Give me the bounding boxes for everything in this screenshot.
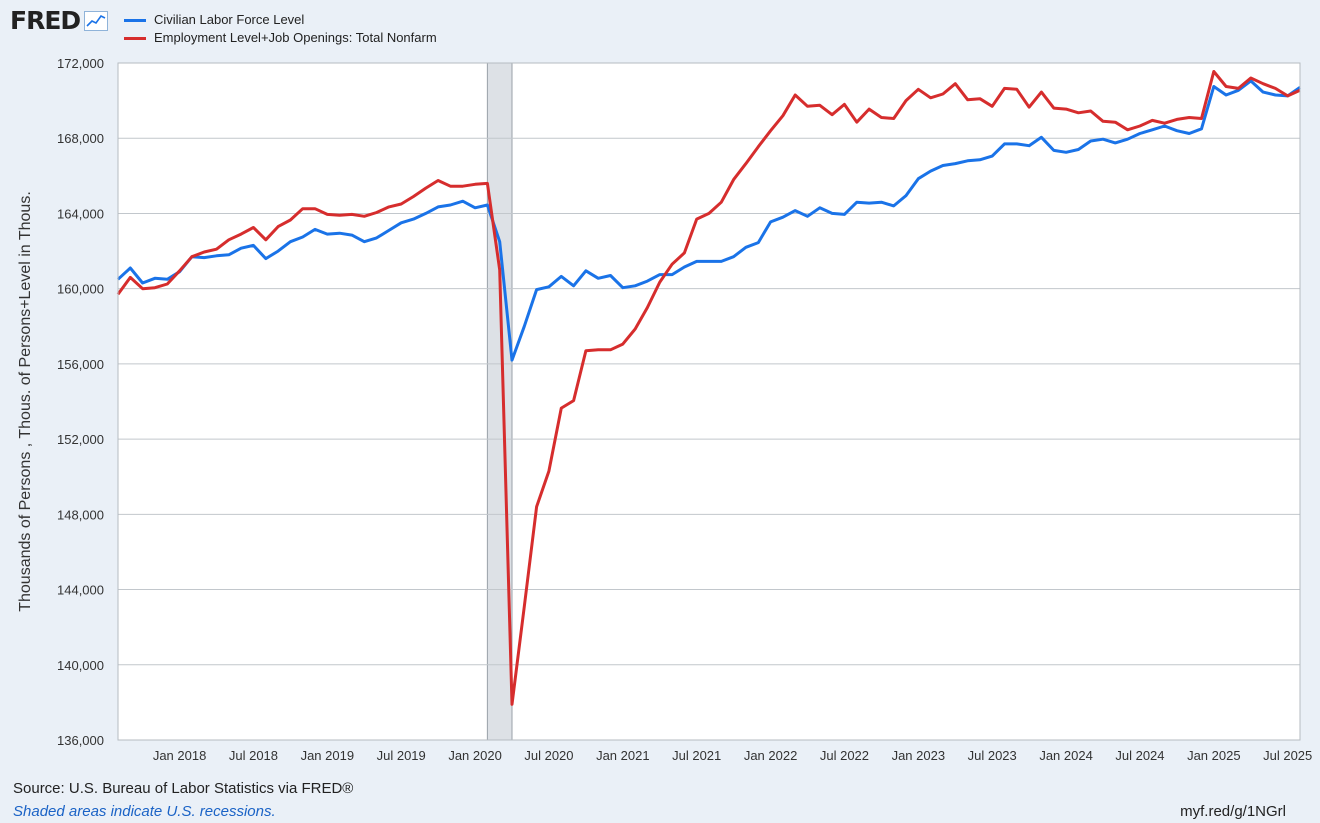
y-tick-label: 140,000 [57,658,104,673]
y-tick-label: 152,000 [57,432,104,447]
x-tick-label: Jul 2024 [1115,748,1164,763]
x-tick-label: Jan 2020 [448,748,502,763]
x-tick-label: Jan 2024 [1039,748,1093,763]
logo-text: FRED [10,6,81,35]
x-tick-label: Jan 2018 [153,748,207,763]
x-tick-label: Jan 2025 [1187,748,1241,763]
short-link[interactable]: myf.red/g/1NGrl [1180,803,1286,820]
plot-area [118,63,1300,740]
legend-label-labor-force: Civilian Labor Force Level [154,12,305,27]
legend-item-labor-force: Civilian Labor Force Level [124,11,437,29]
y-tick-label: 168,000 [57,131,104,146]
x-tick-label: Jul 2025 [1263,748,1312,763]
x-tick-label: Jan 2022 [744,748,798,763]
line-chart-icon [84,10,109,31]
series-line-employment [116,70,1301,706]
legend-swatch-blue [124,18,146,22]
y-tick-label: 164,000 [57,206,104,221]
x-tick-label: Jul 2021 [672,748,721,763]
x-tick-label: Jul 2018 [229,748,278,763]
x-tick-label: Jan 2021 [596,748,650,763]
x-tick-label: Jan 2019 [301,748,355,763]
x-tick-label: Jul 2020 [524,748,573,763]
y-tick-label: 156,000 [57,357,104,372]
legend-label-employment: Employment Level+Job Openings: Total Non… [154,30,437,45]
x-tick-label: Jan 2023 [892,748,946,763]
fred-logo[interactable]: FRED [10,6,109,35]
y-tick-label: 136,000 [57,733,104,748]
legend-swatch-red [124,36,146,40]
x-tick-label: Jul 2019 [377,748,426,763]
recession-band [486,62,513,741]
y-axis-title: Thousands of Persons , Thous. of Persons… [17,191,34,612]
recession-note: Shaded areas indicate U.S. recessions. [13,803,276,820]
series-line-labor-force [116,79,1301,362]
x-tick-label: Jul 2023 [968,748,1017,763]
plot-border [117,62,1301,741]
legend-item-employment: Employment Level+Job Openings: Total Non… [124,29,437,47]
header: FRED Civilian Labor Force Level Employme… [0,0,1320,50]
x-tick-label: Jul 2022 [820,748,869,763]
y-tick-label: 160,000 [57,282,104,297]
chart-legend: Civilian Labor Force Level Employment Le… [124,11,437,47]
source-note: Source: U.S. Bureau of Labor Statistics … [13,780,354,797]
y-tick-label: 148,000 [57,507,104,522]
y-tick-label: 144,000 [57,583,104,598]
y-tick-label: 172,000 [57,56,104,71]
